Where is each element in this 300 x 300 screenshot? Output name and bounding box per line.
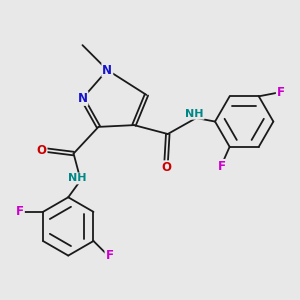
Text: NH: NH <box>185 109 204 119</box>
Text: F: F <box>277 86 285 99</box>
Text: F: F <box>16 206 24 218</box>
Text: O: O <box>37 143 46 157</box>
Text: F: F <box>106 249 113 262</box>
Text: NH: NH <box>68 173 86 183</box>
Text: F: F <box>218 160 226 173</box>
Text: N: N <box>102 64 112 76</box>
Text: N: N <box>77 92 88 105</box>
Text: O: O <box>162 161 172 174</box>
